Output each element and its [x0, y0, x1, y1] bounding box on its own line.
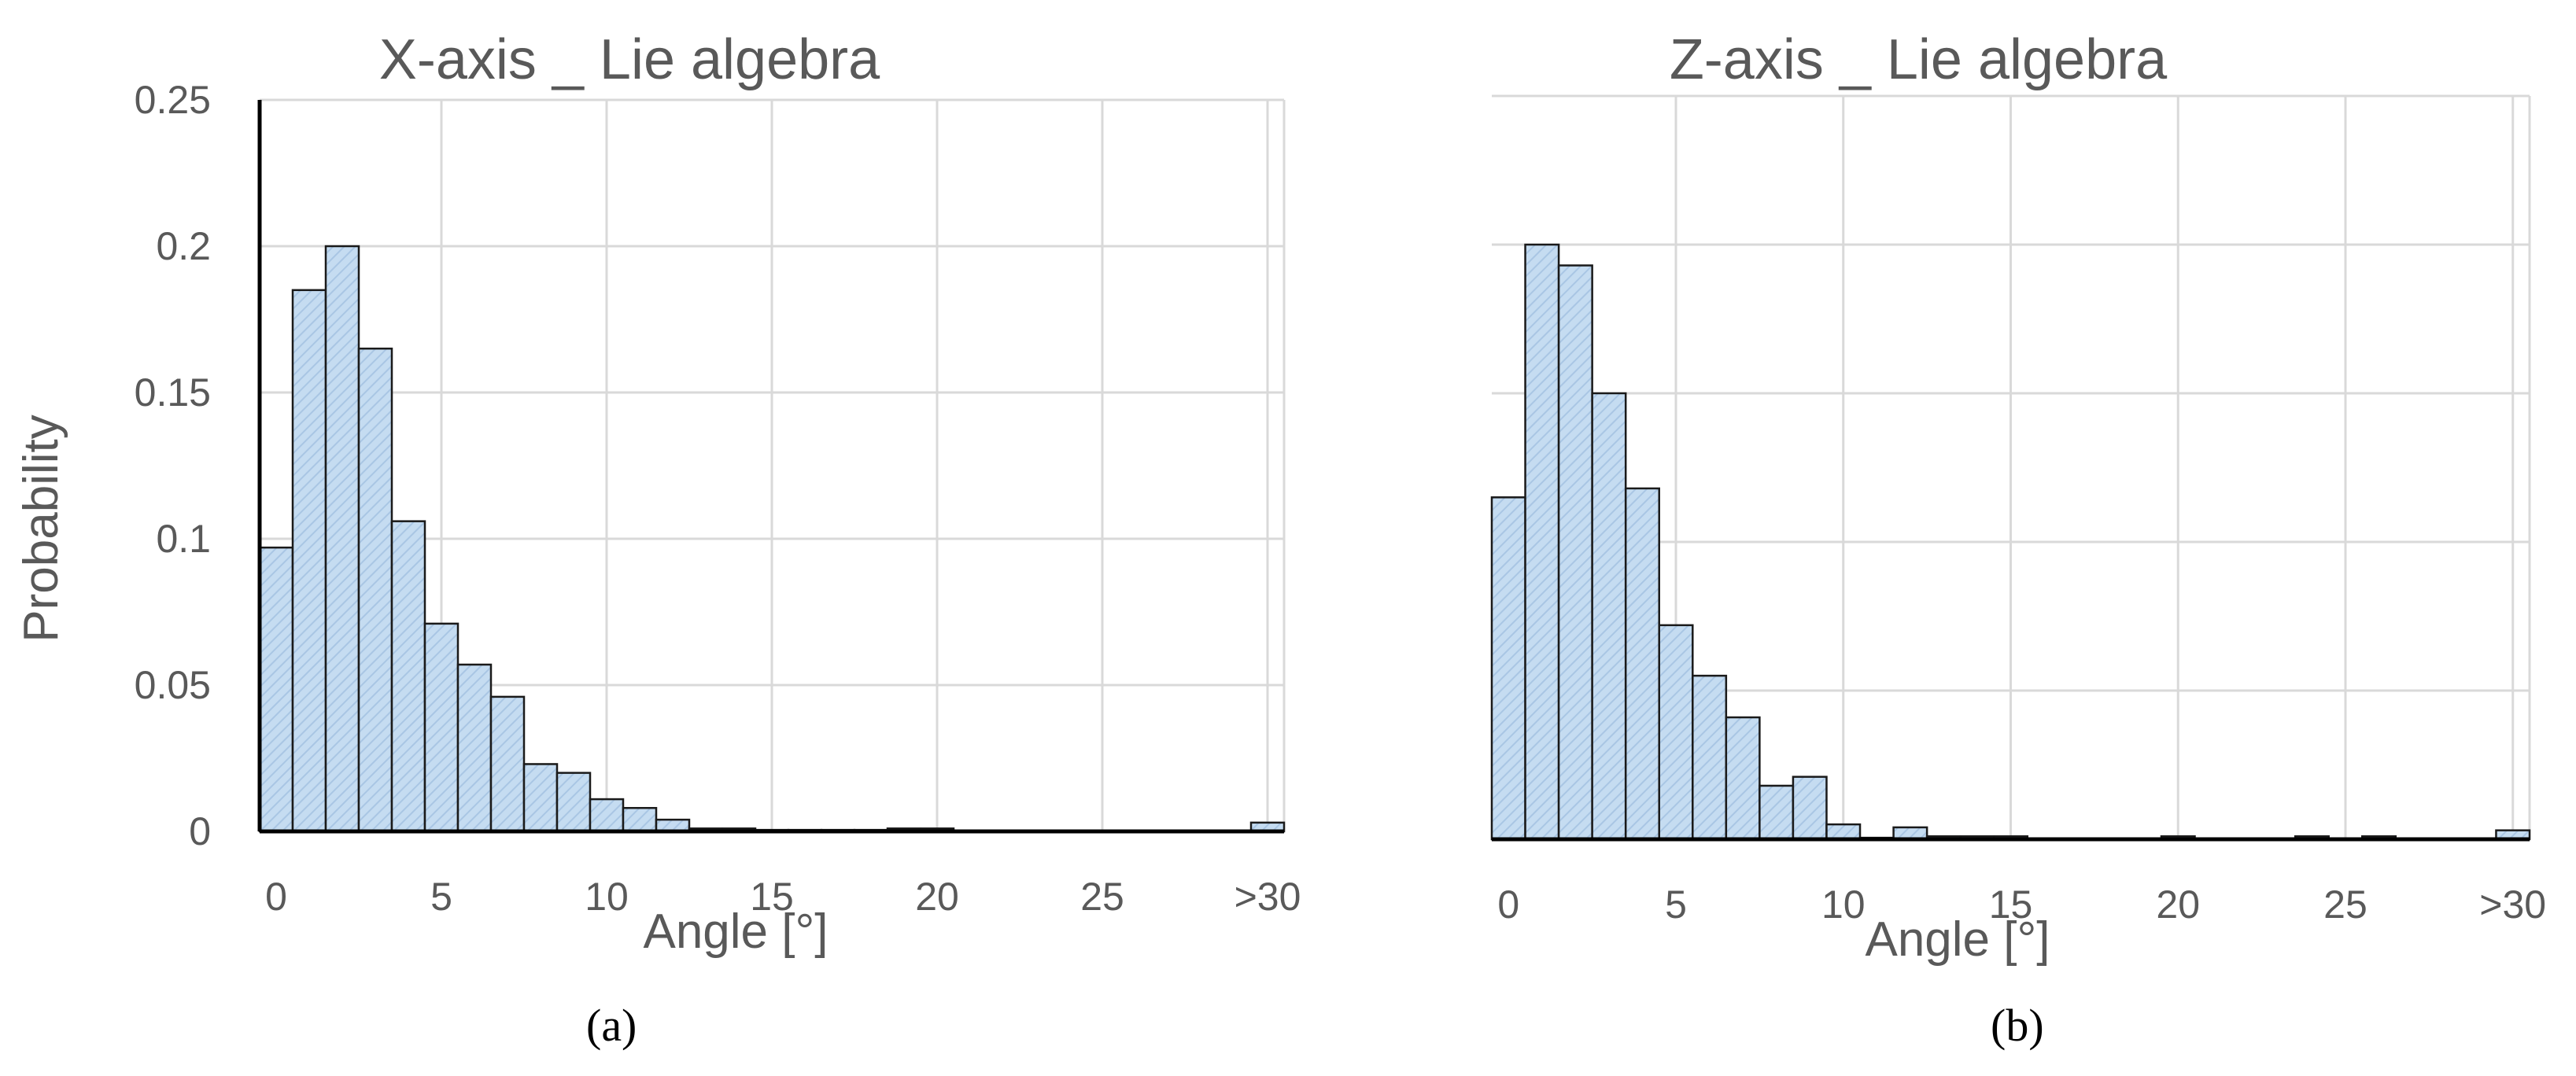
x-tick-label: 20 — [915, 875, 959, 919]
y-tick-label: 0.05 — [135, 663, 211, 707]
x-tick-label: 25 — [2323, 883, 2367, 927]
histogram-bar — [1692, 674, 1728, 841]
y-axis-label: Probability — [14, 415, 68, 642]
histogram-bar — [555, 772, 592, 833]
histogram-bar — [1624, 487, 1660, 841]
histogram-bar — [489, 695, 526, 833]
histogram-bar — [357, 347, 393, 833]
x-tick-label: 25 — [1080, 875, 1124, 919]
histogram-bar — [456, 663, 493, 833]
histogram-bar — [1524, 243, 1560, 841]
histogram-bar — [589, 798, 625, 833]
histogram-bar — [1792, 776, 1828, 841]
caption-b: (b) — [1991, 1000, 2044, 1051]
histogram-bar — [291, 289, 327, 833]
histogram-bar — [423, 622, 459, 833]
histogram-bar — [1591, 392, 1627, 841]
histogram-bar — [324, 245, 360, 833]
x-tick-label: 5 — [430, 875, 452, 919]
chart-panel-a: 0 0.05 0.1 0.15 0.2 0.25 0 5 10 15 20 25 >30 X-axis _… — [14, 28, 1301, 1051]
x-tick-label: >30 — [2479, 883, 2546, 927]
histogram-bar — [622, 806, 658, 833]
x-tick-label: 0 — [265, 875, 287, 919]
chart-title: X-axis _ Lie algebra — [379, 28, 880, 91]
x-tick-label: 15 — [750, 875, 794, 919]
chart-title: Z-axis _ Lie algebra — [1670, 28, 2168, 91]
x-tick-label: >30 — [1234, 875, 1301, 919]
x-tick-label: 20 — [2156, 883, 2200, 927]
chart-panel-b: 0 5 10 15 20 25 >30 Z-axis _ Lie algebra Angle [… — [1401, 0, 2576, 1072]
y-tick-label: 0.2 — [156, 224, 211, 268]
caption-a: (a) — [586, 1000, 637, 1051]
histogram-bar — [390, 520, 426, 833]
x-axis-label: Angle [°] — [643, 905, 828, 959]
histogram-bar — [1557, 264, 1593, 841]
histogram-bar — [1658, 624, 1694, 841]
histogram-z-axis: 0 5 10 15 20 25 >30 Z-axis _ Lie algebra Angle [… — [1490, 28, 2546, 967]
y-tick-label: 0.15 — [135, 370, 211, 415]
histogram-bar — [1725, 716, 1761, 841]
y-tick-label: 0.1 — [156, 517, 211, 561]
y-tick-label: 0 — [189, 809, 211, 853]
x-tick-label: 10 — [585, 875, 629, 919]
histogram-bar — [522, 763, 559, 833]
x-axis-label: Angle [°] — [1865, 912, 2050, 967]
x-tick-label: 5 — [1665, 883, 1687, 927]
x-tick-label: 0 — [1497, 883, 1519, 927]
histogram-bar — [1490, 496, 1526, 841]
x-tick-label: 10 — [1821, 883, 1866, 927]
histogram-bar — [258, 546, 294, 833]
histogram-bar — [1759, 784, 1795, 841]
histogram-bar — [1825, 823, 1862, 841]
y-tick-label: 0.25 — [135, 78, 211, 122]
histogram-x-axis: 0 0.05 0.1 0.15 0.2 0.25 0 5 10 15 20 25 >30 X-axis _… — [14, 28, 1301, 959]
x-tick-label: 15 — [1989, 883, 2033, 927]
